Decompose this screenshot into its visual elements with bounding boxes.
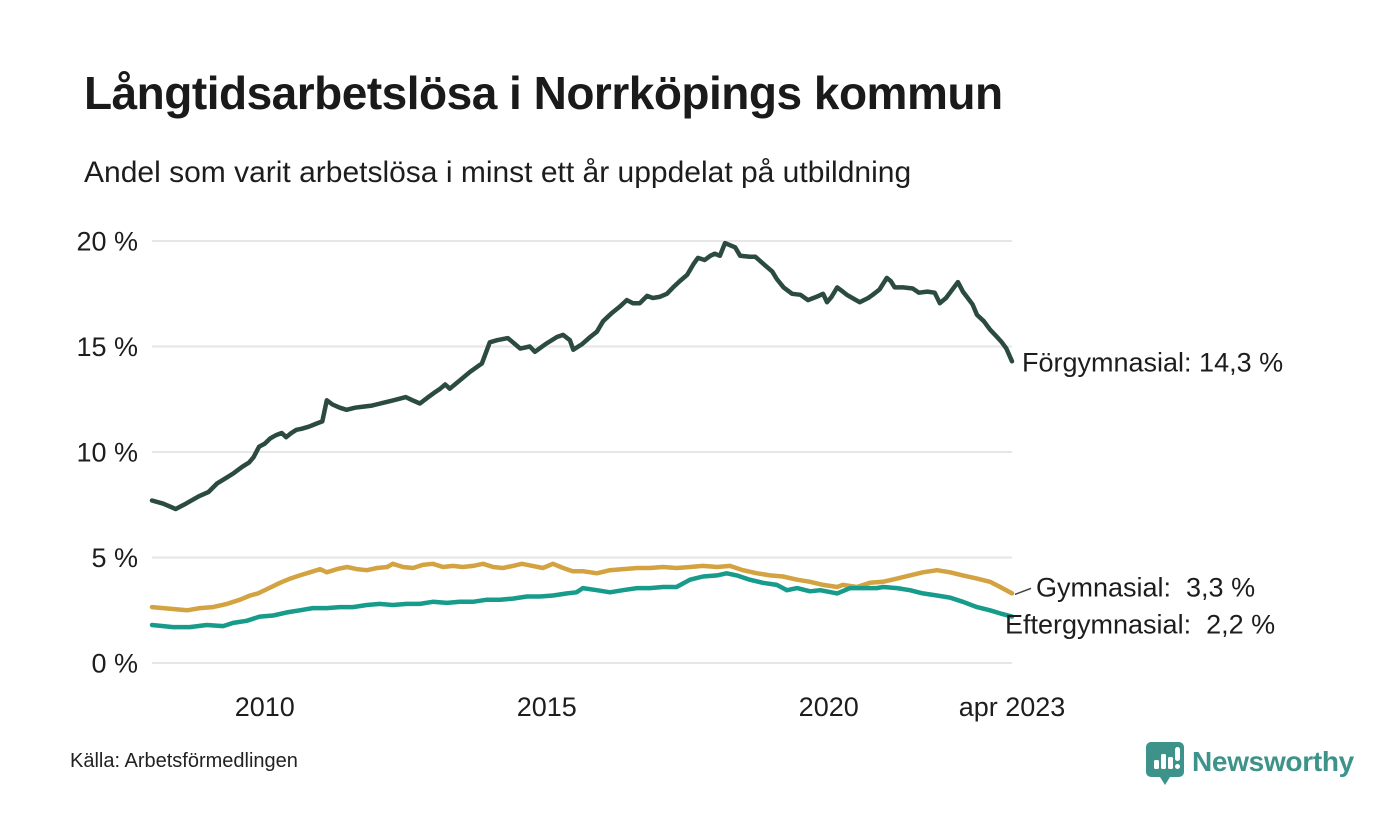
y-tick-label: 15 % xyxy=(76,332,138,362)
y-grid: 0 % 5 % 10 % 15 % 20 % xyxy=(76,227,1012,679)
logo-bar-2 xyxy=(1161,754,1166,769)
series-end-label-eftergymnasial: Eftergymnasial: 2,2 % xyxy=(1005,610,1275,640)
y-tick-label: 5 % xyxy=(91,543,138,573)
x-axis-labels: 2010 2015 2020 apr 2023 xyxy=(235,692,1066,722)
logo-bar-3 xyxy=(1168,757,1173,769)
x-tick-label: 2010 xyxy=(235,692,295,722)
series-end-label-gymnasial: Gymnasial: 3,3 % xyxy=(1036,572,1255,602)
y-tick-label: 20 % xyxy=(76,227,138,257)
y-tick-label: 0 % xyxy=(91,649,138,679)
x-tick-label: 2020 xyxy=(799,692,859,722)
x-tick-label: 2015 xyxy=(517,692,577,722)
logo-bar-1 xyxy=(1154,760,1159,769)
x-tick-label: apr 2023 xyxy=(959,692,1066,722)
newsworthy-logo-icon xyxy=(1146,742,1184,785)
chart-subtitle: Andel som varit arbetslösa i minst ett å… xyxy=(84,156,912,189)
page-title: Långtidsarbetslösa i Norrköpings kommun xyxy=(84,67,1003,119)
logo-exclamation-dot xyxy=(1175,764,1180,769)
annotation-connector xyxy=(1014,587,1032,596)
newsworthy-wordmark: Newsworthy xyxy=(1192,746,1354,777)
series-end-label-forgymnasial: Förgymnasial: 14,3 % xyxy=(1022,347,1283,377)
series-line-forgymnasial xyxy=(149,240,1015,512)
newsworthy-logo: Newsworthy xyxy=(1146,738,1354,786)
logo-exclamation-stem xyxy=(1175,747,1180,761)
y-tick-label: 10 % xyxy=(76,438,138,468)
source-note: Källa: Arbetsförmedlingen xyxy=(70,750,298,772)
series-line-eftergymnasial xyxy=(149,571,1015,630)
